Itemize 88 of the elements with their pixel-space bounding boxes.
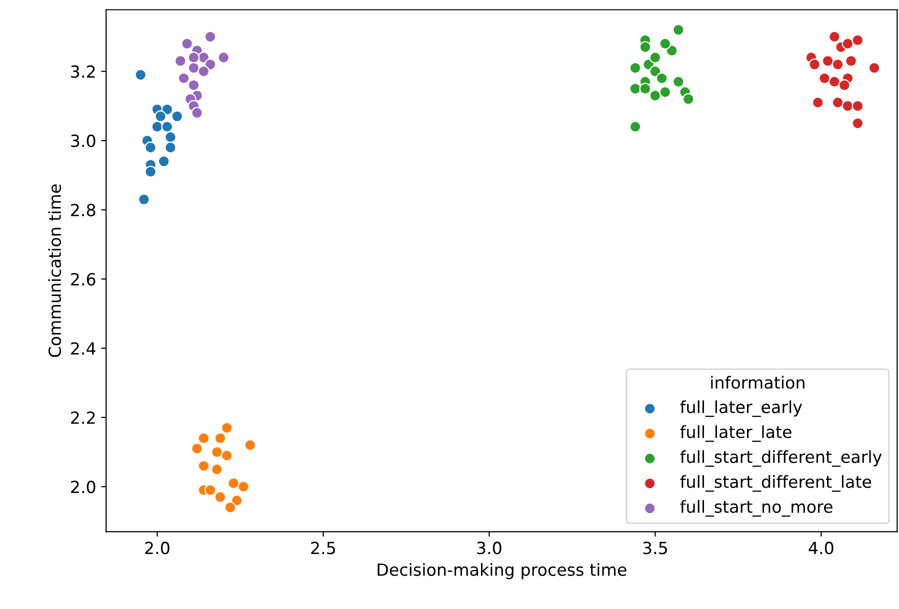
point — [191, 106, 203, 119]
point — [832, 58, 844, 70]
point — [224, 501, 236, 514]
point — [666, 44, 678, 57]
y-tick-label: 2.8 — [71, 204, 96, 216]
x-tick-label: 3.0 — [477, 542, 502, 554]
y-tick-label: 2.6 — [71, 272, 96, 286]
point — [204, 30, 216, 43]
legend-label: full_start_different_early — [680, 450, 882, 467]
point — [211, 446, 223, 458]
x-tick-label: 2.0 — [145, 542, 170, 554]
point — [198, 460, 210, 472]
point — [629, 62, 642, 74]
point — [154, 110, 166, 122]
point — [220, 422, 233, 434]
point — [842, 100, 854, 112]
legend-label: full_later_early — [680, 400, 802, 417]
point — [842, 38, 854, 50]
y-tick-label: 3.0 — [71, 134, 96, 148]
legend-title: information — [711, 376, 804, 389]
point — [198, 432, 210, 444]
point — [649, 90, 662, 102]
point — [672, 76, 684, 88]
point — [220, 450, 233, 462]
point — [868, 62, 880, 74]
point — [174, 55, 186, 67]
point — [228, 477, 240, 490]
point — [204, 484, 216, 496]
point — [639, 82, 652, 95]
point — [188, 62, 200, 74]
point — [188, 79, 200, 92]
point — [144, 166, 156, 178]
point — [134, 68, 147, 81]
point — [659, 38, 672, 50]
point — [672, 24, 684, 36]
point — [230, 494, 243, 506]
y-tick-label: 2.4 — [71, 342, 96, 355]
point — [852, 117, 864, 130]
point — [204, 58, 216, 70]
point — [812, 96, 824, 108]
point — [214, 491, 226, 503]
point — [828, 76, 840, 88]
x-tick-label: 4.0 — [808, 542, 834, 554]
point — [822, 55, 834, 67]
point — [161, 103, 174, 116]
point — [808, 58, 820, 70]
y-tick-label: 2.2 — [71, 411, 95, 424]
point — [144, 142, 156, 154]
point — [852, 34, 864, 46]
point — [852, 100, 864, 112]
point — [218, 52, 230, 64]
point — [832, 96, 844, 108]
point — [845, 55, 857, 67]
point — [838, 79, 850, 92]
y-tick-label: 2.0 — [71, 480, 96, 494]
legend-label: full_start_no_more — [680, 500, 832, 517]
x-tick-label: 2.5 — [311, 542, 335, 554]
point — [639, 41, 652, 54]
point — [659, 86, 672, 98]
y-axis-title: Communication time — [48, 184, 62, 357]
point — [629, 120, 642, 133]
point — [828, 30, 840, 43]
point — [649, 65, 662, 78]
x-axis-title: Decision-making process time — [378, 563, 626, 580]
point — [191, 442, 203, 455]
point — [161, 120, 174, 133]
point — [171, 110, 184, 122]
legend-label: full_start_different_late — [680, 475, 872, 492]
point — [211, 463, 223, 476]
point — [188, 52, 200, 64]
point — [629, 82, 642, 95]
point — [181, 38, 194, 50]
point — [818, 72, 830, 84]
point — [164, 131, 176, 144]
point — [138, 193, 150, 206]
legend-label: full_later_late — [680, 425, 792, 442]
point — [158, 155, 170, 168]
y-tick-label: 3.2 — [71, 65, 95, 78]
point — [682, 93, 694, 105]
point — [198, 65, 210, 78]
point — [244, 439, 256, 452]
point — [649, 52, 662, 64]
x-tick-label: 3.5 — [643, 542, 667, 554]
point — [656, 72, 668, 84]
point — [164, 142, 176, 154]
point — [238, 480, 250, 493]
point — [178, 72, 190, 84]
point — [214, 432, 226, 444]
